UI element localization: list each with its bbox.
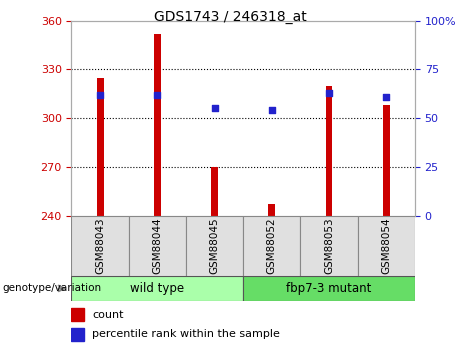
Text: GSM88052: GSM88052: [267, 217, 277, 274]
Text: GSM88054: GSM88054: [381, 217, 391, 274]
Point: [154, 92, 161, 98]
Bar: [211, 167, 218, 216]
Bar: [154, 34, 161, 216]
Text: percentile rank within the sample: percentile rank within the sample: [92, 329, 280, 339]
Text: fbp7-3 mutant: fbp7-3 mutant: [286, 282, 372, 295]
Text: GSM88045: GSM88045: [210, 217, 219, 274]
Text: GSM88043: GSM88043: [95, 217, 105, 274]
Text: wild type: wild type: [130, 282, 184, 295]
Bar: [268, 204, 275, 216]
Text: GDS1743 / 246318_at: GDS1743 / 246318_at: [154, 10, 307, 24]
Text: count: count: [92, 309, 124, 319]
Bar: [71, 328, 84, 341]
Point: [96, 92, 104, 98]
FancyBboxPatch shape: [129, 216, 186, 276]
Bar: [71, 276, 243, 301]
Bar: [243, 276, 415, 301]
FancyBboxPatch shape: [71, 216, 129, 276]
Text: GSM88053: GSM88053: [324, 217, 334, 274]
Point: [325, 90, 333, 96]
Bar: [383, 105, 390, 216]
Text: GSM88044: GSM88044: [152, 217, 162, 274]
FancyBboxPatch shape: [301, 216, 358, 276]
FancyBboxPatch shape: [186, 216, 243, 276]
Bar: [325, 86, 332, 216]
Bar: [97, 78, 104, 216]
Text: genotype/variation: genotype/variation: [2, 284, 101, 293]
Point: [268, 108, 276, 113]
Point: [211, 106, 218, 111]
Bar: [71, 308, 84, 321]
FancyBboxPatch shape: [243, 216, 301, 276]
Point: [383, 94, 390, 99]
FancyBboxPatch shape: [358, 216, 415, 276]
